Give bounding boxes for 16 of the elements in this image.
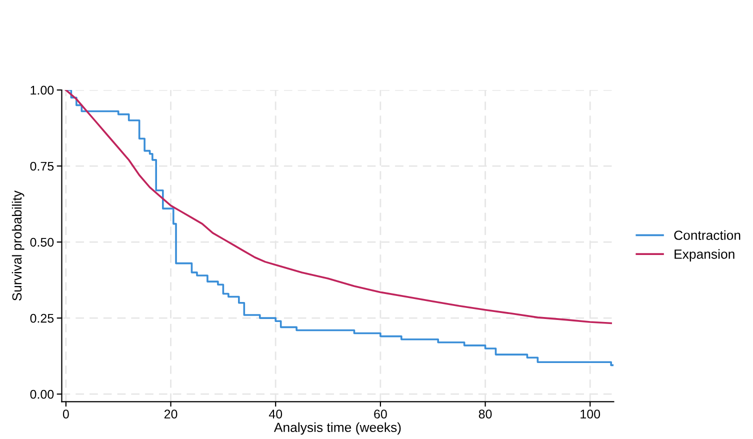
y-tick-label: 1.00 <box>30 86 54 95</box>
x-tick-label: 80 <box>478 410 492 419</box>
y-tick-label: 0.00 <box>30 390 54 399</box>
x-tick-label: 0 <box>62 410 69 419</box>
y-axis-title: Survival probability <box>12 190 24 301</box>
y-tick-label: 0.50 <box>30 238 54 247</box>
legend-label: Expansion <box>674 249 734 262</box>
y-tick-label: 0.75 <box>30 162 54 171</box>
x-tick-label: 40 <box>268 410 282 419</box>
x-tick-label: 100 <box>580 410 600 419</box>
x-tick-label: 60 <box>374 410 387 419</box>
x-axis-title: Analysis time (weeks) <box>274 422 401 435</box>
line-series <box>65 90 612 324</box>
y-tick-label: 0.25 <box>30 314 54 323</box>
x-tick-label: 20 <box>164 410 178 419</box>
legend-label: Contraction <box>674 230 740 240</box>
